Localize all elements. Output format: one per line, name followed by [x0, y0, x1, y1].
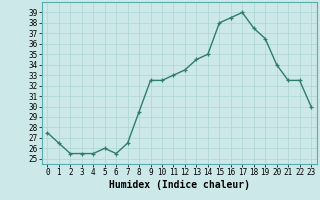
X-axis label: Humidex (Indice chaleur): Humidex (Indice chaleur) [109, 180, 250, 190]
